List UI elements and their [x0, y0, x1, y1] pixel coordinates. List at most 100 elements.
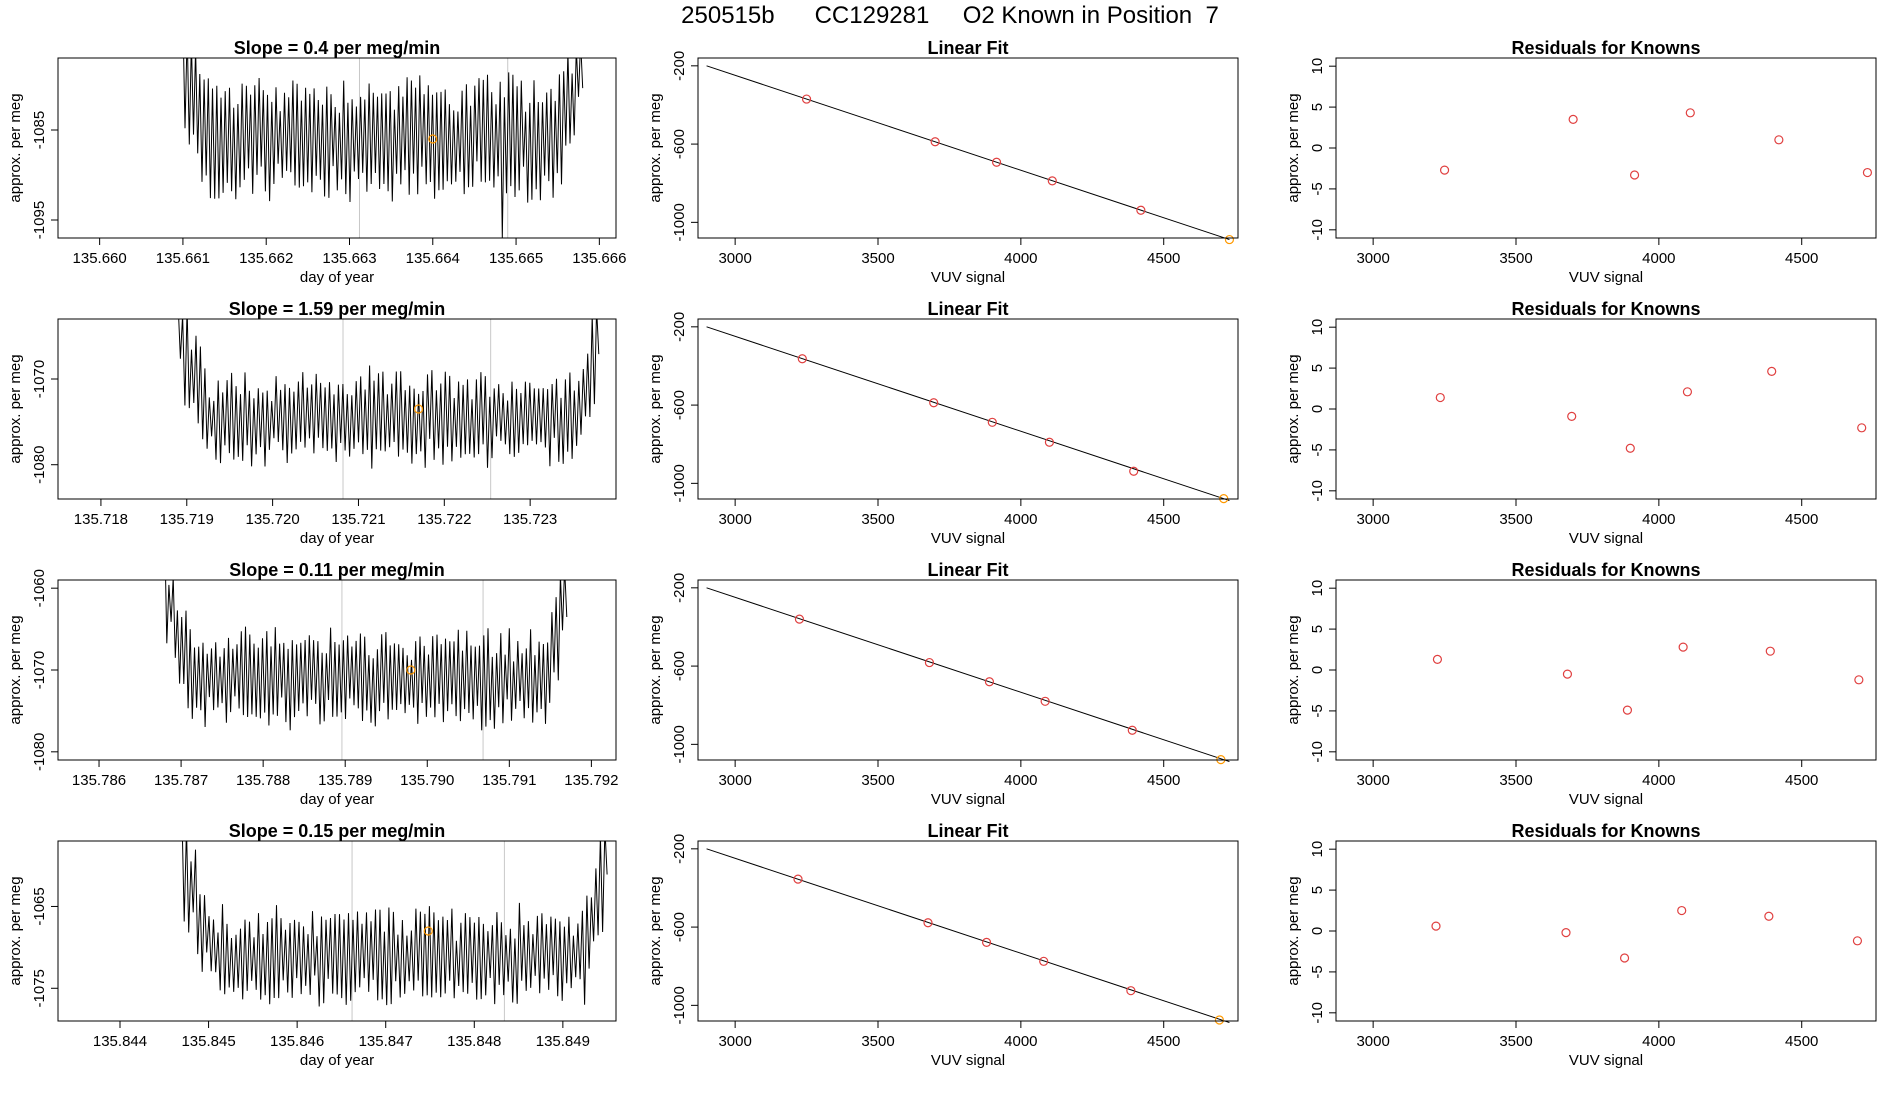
y-axis-label: approx. per meg — [7, 354, 24, 463]
plot-frame — [697, 57, 1239, 239]
panel-title: Linear Fit — [927, 821, 1008, 841]
y-tick-label: 0 — [1309, 666, 1326, 674]
y-tick-label: -5 — [1309, 182, 1326, 195]
x-tick-label: 4500 — [1785, 511, 1818, 528]
y-tick-label: 10 — [1309, 580, 1326, 597]
fit-point — [801, 94, 812, 104]
y-tick-label: 10 — [1309, 319, 1326, 336]
chart-panel-4-time: Slope = 0.15 per meg/min 135.844 135.845 13… — [7, 821, 617, 1069]
panel-title: Residuals for Knowns — [1511, 38, 1700, 58]
y-axis-label: approx. per meg — [1285, 93, 1302, 202]
x-tick-label: 135.664 — [406, 250, 460, 267]
chart-panel-3-time: Slope = 0.11 per meg/min 135.786 135.787 13… — [7, 560, 618, 808]
fit-point — [929, 398, 939, 408]
y-tick-label: -1000 — [671, 986, 688, 1024]
x-tick-label: 135.791 — [482, 772, 536, 789]
y-tick-label: -10 — [1309, 1002, 1326, 1024]
x-tick-label: 135.846 — [270, 1033, 324, 1050]
panel-title: Slope = 0.15 per meg/min — [229, 821, 446, 841]
x-tick-label: 4500 — [1147, 250, 1180, 267]
x-tick-label: 3500 — [861, 250, 894, 267]
panel-title: Linear Fit — [927, 560, 1008, 580]
x-axis-label: VUV signal — [931, 1052, 1005, 1069]
residual-point — [1682, 387, 1693, 397]
plot-frame — [57, 57, 617, 239]
x-tick-label: 135.844 — [93, 1033, 147, 1050]
x-tick-label: 135.718 — [74, 511, 128, 528]
fit-point — [1040, 696, 1050, 706]
plot-frame — [697, 318, 1239, 500]
fit-point — [1129, 466, 1139, 476]
chart-panel-1-time: Slope = 0.4 per meg/min 135.660 135.661 135… — [7, 38, 626, 286]
fit-point — [1127, 725, 1137, 735]
residual-point — [1431, 921, 1441, 931]
x-axis-label: VUV signal — [1569, 791, 1643, 808]
x-tick-label: 3500 — [1499, 772, 1532, 789]
residual-point — [1765, 646, 1775, 656]
y-tick-label: -10 — [1309, 741, 1326, 763]
plot-frame — [697, 579, 1239, 761]
y-tick-label: -1075 — [31, 969, 48, 1007]
residual-point — [1561, 928, 1571, 938]
y-tick-label: 5 — [1309, 886, 1326, 894]
y-tick-label: -600 — [671, 390, 688, 420]
x-tick-label: 3500 — [1499, 511, 1532, 528]
residual-point — [1568, 114, 1578, 124]
x-tick-label: 135.788 — [236, 772, 290, 789]
signal-trace — [178, 319, 600, 469]
x-tick-label: 4000 — [1004, 772, 1037, 789]
y-tick-label: 0 — [1309, 927, 1326, 935]
x-tick-label: 4000 — [1004, 1033, 1037, 1050]
x-axis-label: day of year — [300, 269, 374, 286]
x-tick-label: 135.720 — [245, 511, 299, 528]
x-axis-label: VUV signal — [1569, 269, 1643, 286]
x-tick-label: 135.849 — [536, 1033, 590, 1050]
chart-panel-3-resid: Residuals for Knowns 3000 3500 4000 4500 -10 -… — [1285, 560, 1877, 808]
chart-panel-2-fit: Linear Fit 3000 3500 4000 4500 -1000 -600 -200 V… — [647, 299, 1239, 547]
y-tick-label: -200 — [671, 834, 688, 864]
fit-point — [1044, 437, 1055, 447]
y-tick-label: 5 — [1309, 625, 1326, 633]
chart-panel-1-fit: Linear Fit 3000 3500 4000 4500 -1000 -600 -200 V… — [647, 38, 1239, 286]
fit-point — [981, 937, 992, 947]
panel-title: Slope = 1.59 per meg/min — [229, 299, 446, 319]
fit-point — [1214, 1015, 1225, 1025]
x-tick-label: 3500 — [861, 772, 894, 789]
y-tick-label: -1080 — [31, 446, 48, 484]
chart-panel-4-resid: Residuals for Knowns 3000 3500 4000 4500 -10 -… — [1285, 821, 1877, 1069]
residual-point — [1685, 108, 1695, 118]
signal-trace — [183, 58, 584, 238]
x-tick-label: 3000 — [718, 1033, 751, 1050]
x-tick-label: 135.790 — [400, 772, 454, 789]
residual-point — [1625, 443, 1635, 453]
residual-point — [1678, 642, 1688, 652]
panel-title: Residuals for Knowns — [1511, 299, 1700, 319]
x-axis-label: VUV signal — [931, 530, 1005, 547]
fit-point — [793, 874, 803, 884]
x-tick-label: 135.663 — [322, 250, 376, 267]
chart-panel-2-resid: Residuals for Knowns 3000 3500 4000 4500 -10 -… — [1285, 299, 1877, 547]
x-tick-label: 3000 — [1356, 772, 1389, 789]
x-tick-label: 4000 — [1642, 1033, 1675, 1050]
residual-point — [1764, 911, 1774, 921]
fit-point — [991, 157, 1002, 167]
y-axis-label: approx. per meg — [1285, 876, 1302, 985]
plot-frame — [1335, 579, 1877, 761]
panel-title: Residuals for Knowns — [1511, 821, 1700, 841]
y-tick-label: -5 — [1309, 704, 1326, 717]
fit-point — [924, 657, 935, 668]
x-axis-label: day of year — [300, 530, 374, 547]
panel-title: Linear Fit — [927, 299, 1008, 319]
x-tick-label: 135.847 — [359, 1033, 413, 1050]
x-tick-label: 3500 — [861, 1033, 894, 1050]
residual-point — [1767, 366, 1777, 376]
fit-line — [706, 848, 1230, 1024]
x-tick-label: 135.723 — [503, 511, 557, 528]
fit-point — [1126, 986, 1136, 996]
y-tick-label: -10 — [1309, 480, 1326, 502]
residual-point — [1854, 675, 1864, 685]
y-tick-label: -1000 — [671, 203, 688, 241]
y-tick-label: 10 — [1309, 58, 1326, 75]
mean-marker — [423, 926, 433, 936]
plot-frame — [1335, 318, 1877, 500]
